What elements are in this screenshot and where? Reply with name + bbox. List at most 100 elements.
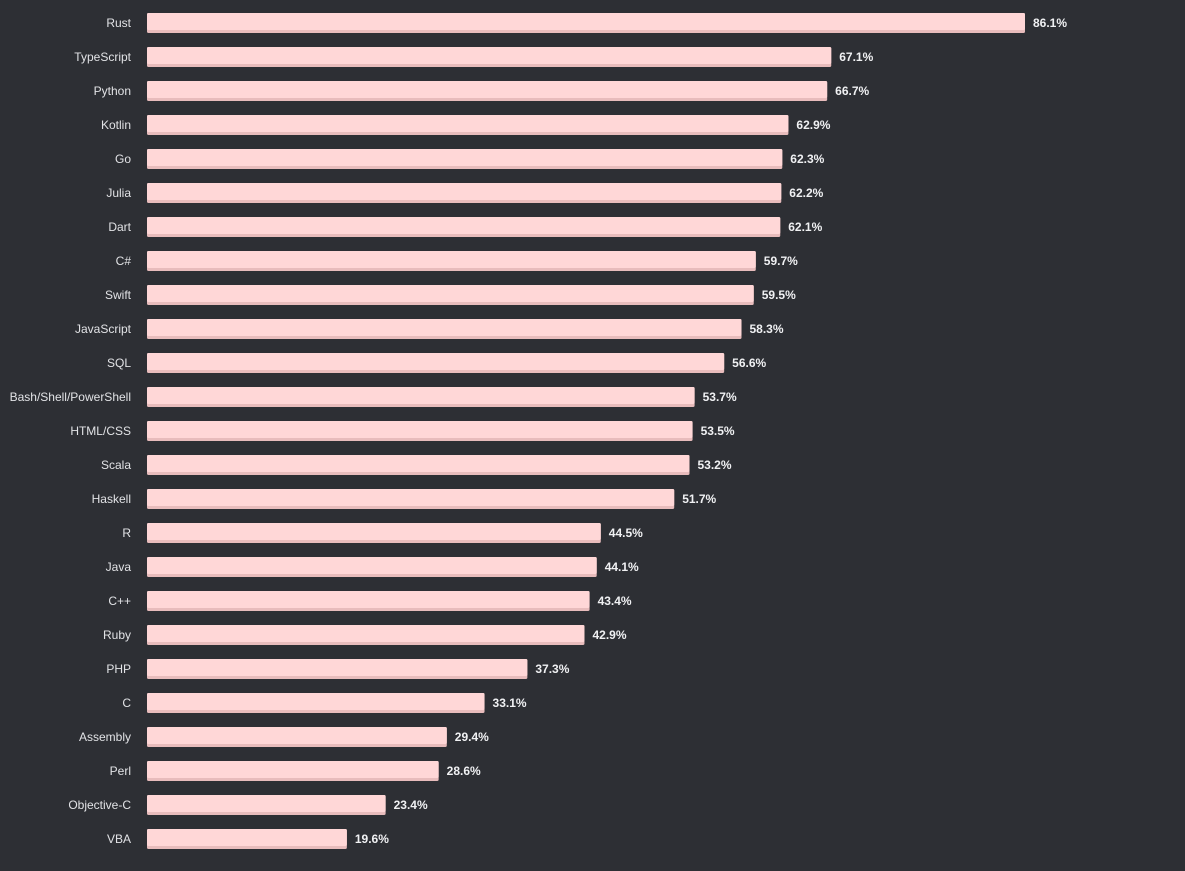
value-label: 62.9% bbox=[796, 118, 830, 132]
category-label: JavaScript bbox=[75, 322, 132, 336]
bar-row: C 33.1% bbox=[122, 693, 527, 713]
category-label: VBA bbox=[107, 832, 131, 846]
bar bbox=[147, 319, 742, 336]
bar bbox=[147, 47, 832, 64]
category-label: C# bbox=[116, 254, 132, 268]
bar-row: Ruby 42.9% bbox=[103, 625, 627, 645]
bar bbox=[147, 13, 1025, 30]
bar bbox=[147, 557, 597, 574]
bar bbox=[147, 81, 828, 98]
category-label: TypeScript bbox=[74, 50, 131, 64]
bar bbox=[147, 353, 725, 370]
category-label: Rust bbox=[106, 16, 131, 30]
bar-row: Assembly 29.4% bbox=[79, 727, 489, 747]
bar bbox=[147, 761, 439, 778]
bar-row: Objective-C 23.4% bbox=[68, 795, 428, 815]
value-label: 19.6% bbox=[355, 832, 389, 846]
bar bbox=[147, 489, 675, 506]
category-label: HTML/CSS bbox=[70, 424, 131, 438]
bar bbox=[147, 523, 601, 540]
bar bbox=[147, 727, 447, 744]
category-label: Haskell bbox=[92, 492, 131, 506]
value-label: 37.3% bbox=[535, 662, 569, 676]
category-label: Julia bbox=[106, 186, 131, 200]
value-label: 42.9% bbox=[592, 628, 626, 642]
category-label: C bbox=[122, 696, 131, 710]
value-label: 51.7% bbox=[682, 492, 716, 506]
value-label: 29.4% bbox=[455, 730, 489, 744]
bar bbox=[147, 285, 754, 302]
value-label: 86.1% bbox=[1033, 16, 1067, 30]
bar bbox=[147, 693, 485, 710]
value-label: 67.1% bbox=[839, 50, 873, 64]
bars-group: Rust 86.1% TypeScript 67.1% Python 66.7% Kotli… bbox=[10, 13, 1067, 849]
bar-row: Bash/Shell/PowerShell 53.7% bbox=[10, 387, 737, 407]
category-label: Bash/Shell/PowerShell bbox=[10, 390, 131, 404]
bar-row: HTML/CSS 53.5% bbox=[70, 421, 735, 441]
bar bbox=[147, 251, 756, 268]
value-label: 58.3% bbox=[750, 322, 784, 336]
bar-row: VBA 19.6% bbox=[107, 829, 389, 849]
bar-row: SQL 56.6% bbox=[107, 353, 767, 373]
bar bbox=[147, 591, 590, 608]
category-label: Ruby bbox=[103, 628, 131, 642]
value-label: 33.1% bbox=[493, 696, 527, 710]
bar-row: Swift 59.5% bbox=[105, 285, 796, 305]
bar-row: PHP 37.3% bbox=[106, 659, 570, 679]
category-label: R bbox=[122, 526, 131, 540]
category-label: SQL bbox=[107, 356, 131, 370]
bar-row: R 44.5% bbox=[122, 523, 643, 543]
category-label: Kotlin bbox=[101, 118, 131, 132]
bar bbox=[147, 149, 783, 166]
bar bbox=[147, 795, 386, 812]
category-label: Python bbox=[94, 84, 131, 98]
value-label: 44.1% bbox=[605, 560, 639, 574]
bar-row: Python 66.7% bbox=[94, 81, 870, 101]
bar-row: JavaScript 58.3% bbox=[75, 319, 784, 339]
bar-row: Rust 86.1% bbox=[106, 13, 1067, 33]
bar bbox=[147, 421, 693, 438]
value-label: 23.4% bbox=[394, 798, 428, 812]
category-label: Objective-C bbox=[68, 798, 131, 812]
category-label: Go bbox=[115, 152, 131, 166]
value-label: 53.7% bbox=[703, 390, 737, 404]
category-label: Scala bbox=[101, 458, 131, 472]
bar bbox=[147, 183, 782, 200]
bar-row: Julia 62.2% bbox=[106, 183, 824, 203]
value-label: 44.5% bbox=[609, 526, 643, 540]
bar bbox=[147, 455, 690, 472]
bar bbox=[147, 829, 347, 846]
bar bbox=[147, 217, 781, 234]
category-label: Swift bbox=[105, 288, 132, 302]
value-label: 66.7% bbox=[835, 84, 869, 98]
value-label: 59.7% bbox=[764, 254, 798, 268]
value-label: 62.3% bbox=[790, 152, 824, 166]
value-label: 43.4% bbox=[598, 594, 632, 608]
bar bbox=[147, 659, 528, 676]
bar bbox=[147, 387, 695, 404]
bar-row: Scala 53.2% bbox=[101, 455, 732, 475]
value-label: 53.5% bbox=[701, 424, 735, 438]
bar bbox=[147, 115, 789, 132]
value-label: 53.2% bbox=[698, 458, 732, 472]
value-label: 56.6% bbox=[732, 356, 766, 370]
bar-row: Java 44.1% bbox=[106, 557, 639, 577]
value-label: 59.5% bbox=[762, 288, 796, 302]
bar-row: Dart 62.1% bbox=[108, 217, 823, 237]
category-label: Perl bbox=[110, 764, 131, 778]
category-label: Java bbox=[106, 560, 132, 574]
value-label: 62.2% bbox=[789, 186, 823, 200]
category-label: Dart bbox=[108, 220, 131, 234]
value-label: 28.6% bbox=[447, 764, 481, 778]
bar bbox=[147, 625, 585, 642]
bar-row: Perl 28.6% bbox=[110, 761, 481, 781]
value-label: 62.1% bbox=[788, 220, 822, 234]
category-label: Assembly bbox=[79, 730, 131, 744]
bar-row: C++ 43.4% bbox=[108, 591, 632, 611]
bar-row: Go 62.3% bbox=[115, 149, 825, 169]
bar-row: TypeScript 67.1% bbox=[74, 47, 874, 67]
bar-row: C# 59.7% bbox=[116, 251, 798, 271]
category-label: C++ bbox=[108, 594, 131, 608]
bar-row: Kotlin 62.9% bbox=[101, 115, 831, 135]
